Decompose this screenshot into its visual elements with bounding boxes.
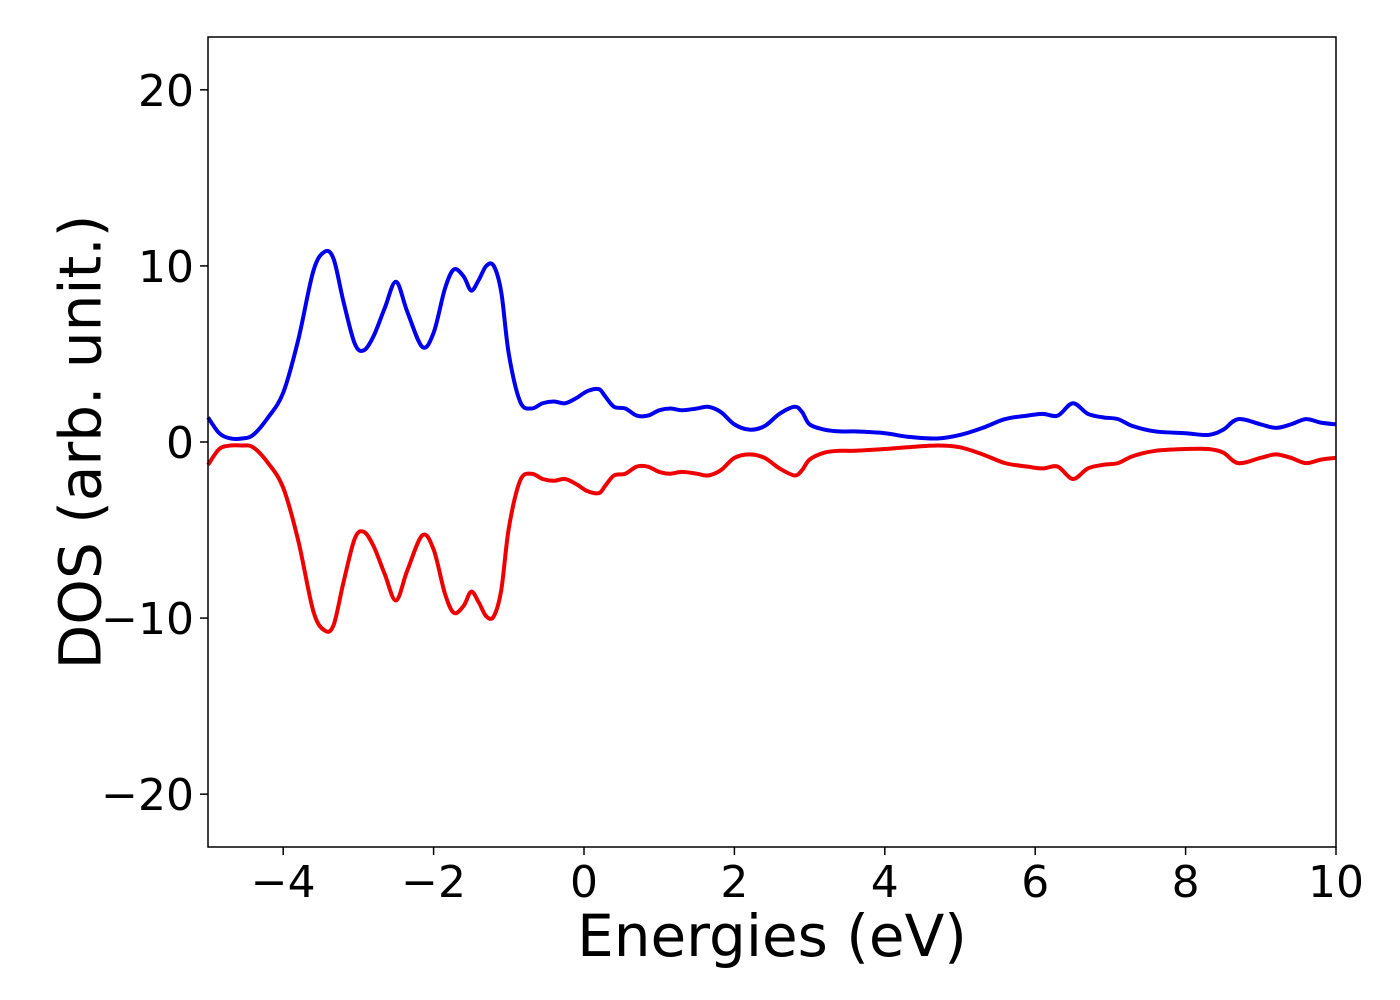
y-tick-label: −10: [101, 594, 194, 645]
y-tick-label: 0: [166, 418, 194, 469]
x-tick-label: 0: [570, 857, 598, 908]
y-axis-label: DOS (arb. unit.): [46, 215, 114, 670]
x-tick-label: −2: [401, 857, 466, 908]
x-tick-label: −4: [251, 857, 316, 908]
x-axis-label: Energies (eV): [577, 902, 967, 970]
y-axis: −20 −10 0 10 20: [101, 66, 208, 821]
x-tick-label: 10: [1308, 857, 1364, 908]
x-tick-label: 4: [871, 857, 899, 908]
series-line-blue: [206, 248, 1337, 442]
y-tick-label: 10: [138, 242, 194, 293]
x-tick-label: 8: [1172, 857, 1200, 908]
series-layer: [206, 248, 1337, 634]
y-tick-label: −20: [101, 770, 194, 821]
y-tick-label: 20: [138, 66, 194, 117]
x-tick-label: 6: [1021, 857, 1049, 908]
plot-frame: [207, 36, 1337, 848]
x-tick-label: 2: [720, 857, 748, 908]
x-axis: −4 −2 0 2 4 6 8 10: [251, 847, 1364, 908]
series-line-red: [206, 443, 1337, 634]
